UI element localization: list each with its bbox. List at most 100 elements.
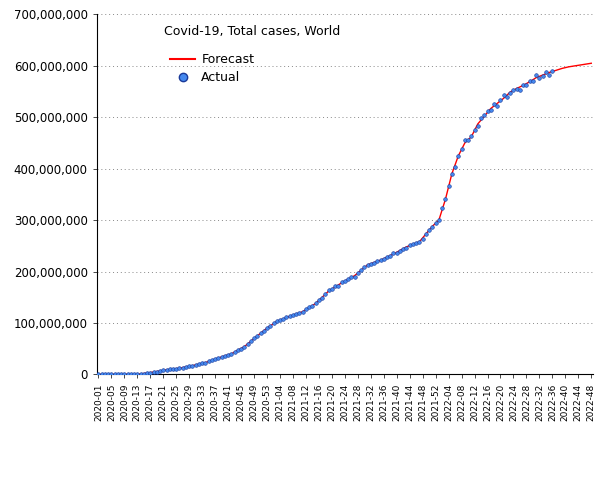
Actual xyxy=(259,327,269,335)
Actual xyxy=(518,82,528,89)
Actual xyxy=(434,216,443,224)
Actual xyxy=(460,136,469,144)
Actual xyxy=(469,127,479,134)
Forecast xyxy=(127,372,134,377)
Actual xyxy=(499,91,509,98)
Actual xyxy=(298,308,307,316)
Actual xyxy=(94,371,103,378)
Actual xyxy=(330,282,340,290)
Actual xyxy=(479,111,489,119)
Actual xyxy=(324,287,333,294)
Actual xyxy=(454,152,463,160)
Actual xyxy=(466,132,476,140)
Actual xyxy=(457,145,466,153)
Actual xyxy=(243,340,252,348)
Actual xyxy=(214,354,223,362)
Actual xyxy=(376,256,385,264)
Actual xyxy=(155,367,165,375)
Actual xyxy=(168,365,178,373)
Actual xyxy=(544,71,554,79)
Actual xyxy=(230,348,240,356)
Actual xyxy=(194,360,204,368)
Actual xyxy=(356,266,366,274)
Actual xyxy=(321,290,330,298)
Actual xyxy=(145,369,155,376)
Actual xyxy=(541,69,551,76)
Actual xyxy=(304,303,314,311)
Actual xyxy=(240,343,249,350)
Actual xyxy=(350,273,359,281)
Actual xyxy=(285,312,295,320)
Actual xyxy=(288,312,298,319)
Actual xyxy=(525,77,534,85)
Actual xyxy=(171,365,181,372)
Actual xyxy=(256,329,266,337)
Actual xyxy=(502,93,512,101)
Actual xyxy=(366,260,376,268)
Actual xyxy=(505,89,515,97)
Actual xyxy=(220,352,230,360)
Actual xyxy=(347,274,356,281)
Actual xyxy=(528,77,538,85)
Actual xyxy=(211,355,220,363)
Forecast xyxy=(160,368,167,373)
Actual xyxy=(512,85,522,93)
Actual xyxy=(162,366,171,373)
Actual xyxy=(538,72,548,80)
Actual xyxy=(414,238,424,246)
Actual xyxy=(483,108,492,115)
Actual xyxy=(392,249,402,257)
Actual xyxy=(522,82,531,89)
Actual xyxy=(395,247,405,254)
Actual xyxy=(311,299,321,307)
Actual xyxy=(327,285,337,293)
Actual xyxy=(411,239,421,247)
Actual xyxy=(191,361,200,369)
Actual xyxy=(159,366,168,374)
Forecast xyxy=(587,60,595,66)
Actual xyxy=(535,74,545,82)
Actual xyxy=(165,366,175,373)
Actual xyxy=(123,371,132,378)
Actual xyxy=(132,370,142,378)
Actual xyxy=(142,369,152,377)
Actual xyxy=(207,357,217,364)
Forecast xyxy=(581,61,589,67)
Actual xyxy=(418,235,428,243)
Actual xyxy=(450,163,460,171)
Text: Covid-19, Total cases, World: Covid-19, Total cases, World xyxy=(164,25,340,38)
Actual xyxy=(126,371,136,378)
Actual xyxy=(292,310,301,318)
Actual xyxy=(282,313,292,321)
Actual xyxy=(106,371,116,378)
Actual xyxy=(249,335,259,342)
Actual xyxy=(531,71,541,79)
Actual xyxy=(103,370,113,378)
Actual xyxy=(388,250,398,257)
Actual xyxy=(463,136,473,144)
Actual xyxy=(424,227,434,234)
Actual xyxy=(152,368,162,375)
Actual xyxy=(197,360,207,367)
Actual xyxy=(269,320,278,327)
Actual xyxy=(492,102,502,109)
Actual xyxy=(363,261,373,269)
Actual xyxy=(343,276,353,283)
Actual xyxy=(408,240,418,248)
Actual xyxy=(272,317,281,325)
Actual xyxy=(223,351,233,359)
Actual xyxy=(178,364,188,372)
Actual xyxy=(113,370,123,378)
Actual xyxy=(307,301,317,309)
Actual xyxy=(129,371,139,378)
Actual xyxy=(405,241,414,249)
Actual xyxy=(340,277,350,285)
Actual xyxy=(314,296,324,304)
Actual xyxy=(421,230,431,238)
Actual xyxy=(398,245,408,253)
Actual xyxy=(295,310,304,317)
Actual xyxy=(116,371,126,378)
Actual xyxy=(149,368,159,376)
Actual xyxy=(246,337,256,345)
Actual xyxy=(447,170,457,178)
